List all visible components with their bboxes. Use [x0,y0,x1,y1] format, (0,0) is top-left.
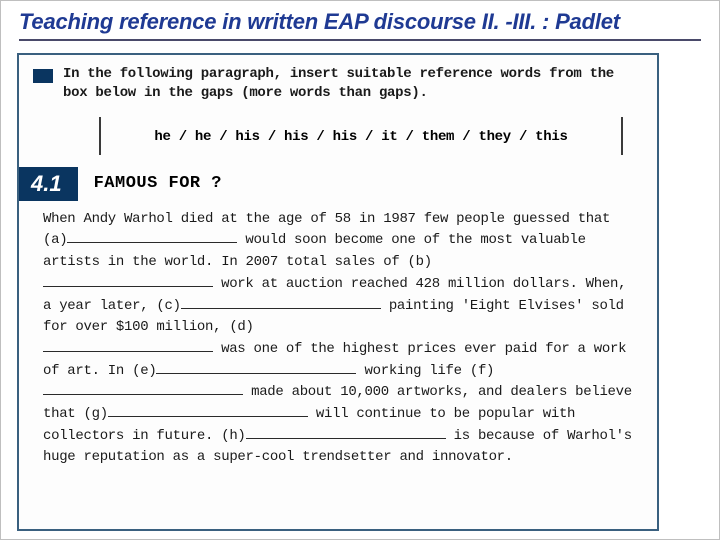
bullet-square-icon [33,69,53,83]
gap-b[interactable] [43,274,213,287]
gap-a[interactable] [67,231,237,244]
slide-container: Teaching reference in written EAP discou… [0,0,720,540]
title-region: Teaching reference in written EAP discou… [19,9,701,41]
instruction-row: In the following paragraph, insert suita… [19,55,657,111]
passage-body: When Andy Warhol died at the age of 58 i… [19,201,657,481]
word-bank-box: he / he / his / his / his / it / them / … [99,117,623,155]
section-title: FAMOUS FOR ? [94,174,222,193]
instruction-text: In the following paragraph, insert suita… [63,65,643,103]
word-bank-text: he / he / his / his / his / it / them / … [154,129,567,145]
gap-d[interactable] [43,339,213,352]
page-title: Teaching reference in written EAP discou… [19,9,701,35]
section-header: 4.1 FAMOUS FOR ? [19,167,657,201]
gap-e[interactable] [156,361,356,374]
passage-text: working life (f) [356,363,494,379]
gap-c[interactable] [181,296,381,309]
gap-g[interactable] [108,404,308,417]
gap-h[interactable] [246,426,446,439]
section-number-badge: 4.1 [19,167,78,201]
exercise-panel: In the following paragraph, insert suita… [17,53,659,531]
gap-f[interactable] [43,383,243,396]
